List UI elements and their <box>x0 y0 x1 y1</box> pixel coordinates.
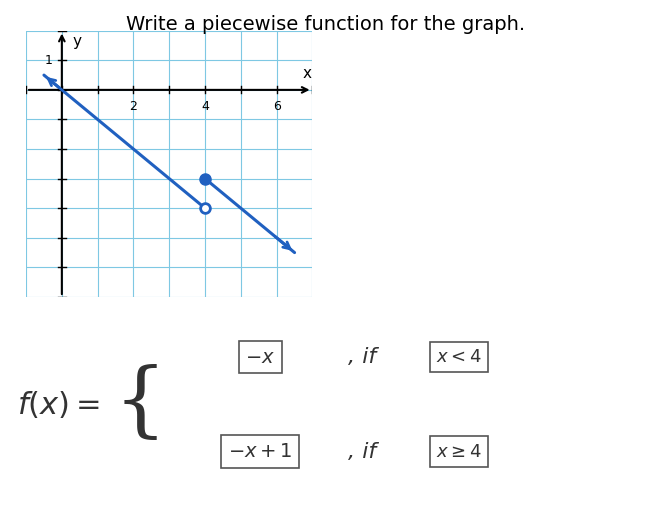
Text: y: y <box>72 34 81 49</box>
Text: 2: 2 <box>130 100 137 113</box>
Text: $-x+1$: $-x+1$ <box>229 442 292 461</box>
Text: $-x$: $-x$ <box>245 348 275 367</box>
Text: {: { <box>113 365 167 444</box>
Text: x: x <box>303 66 312 81</box>
Text: , if: , if <box>348 442 376 462</box>
Text: $x \geq 4$: $x \geq 4$ <box>436 443 482 461</box>
Text: $f(x) =$: $f(x) =$ <box>17 389 100 420</box>
Text: $x < 4$: $x < 4$ <box>436 348 482 366</box>
Text: 1: 1 <box>45 54 53 67</box>
Text: 4: 4 <box>201 100 209 113</box>
Text: Write a piecewise function for the graph.: Write a piecewise function for the graph… <box>126 15 525 34</box>
Text: 6: 6 <box>273 100 281 113</box>
Text: , if: , if <box>348 347 376 367</box>
